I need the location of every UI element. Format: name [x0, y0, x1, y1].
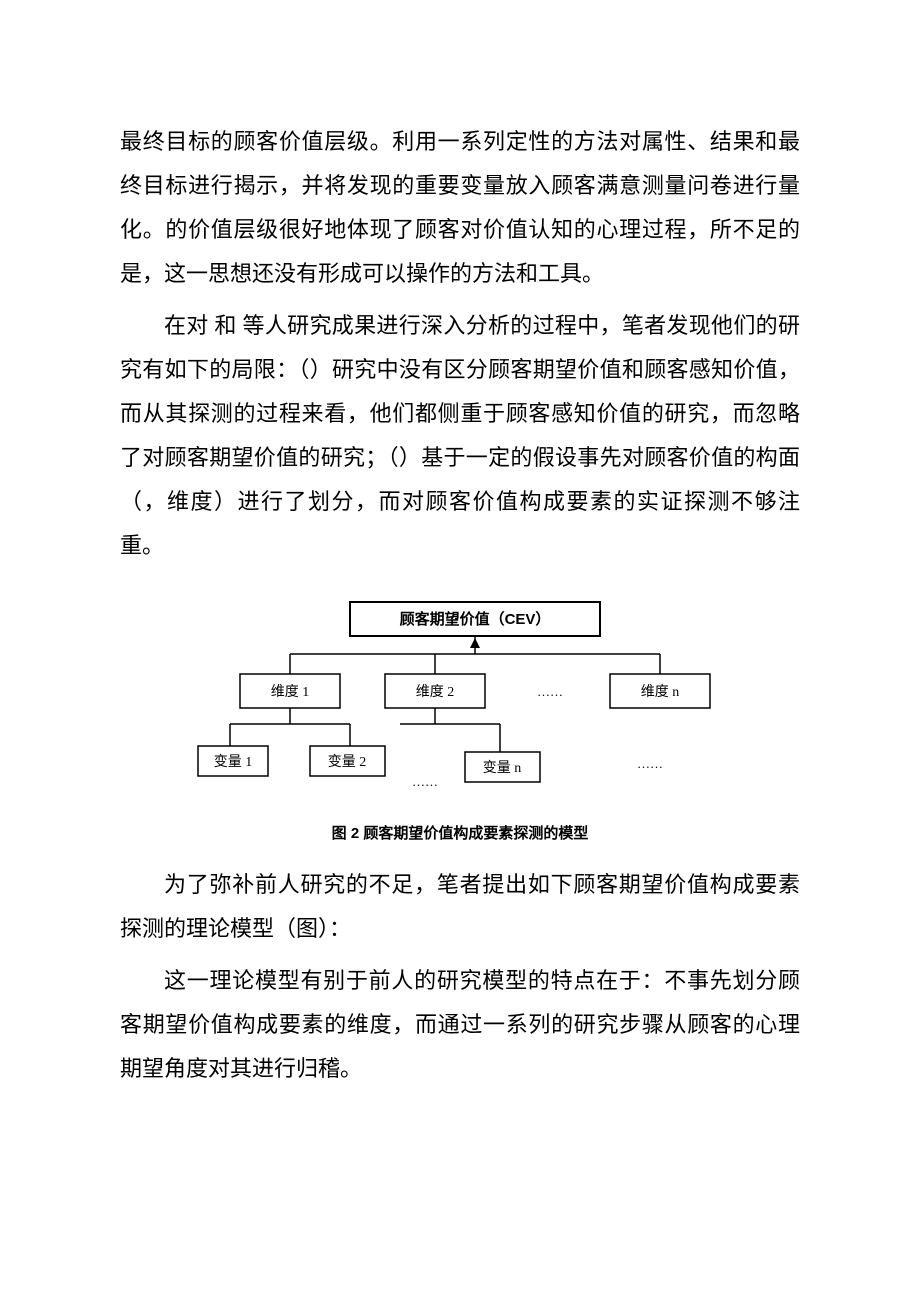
node-dim-n-label: 维度 n	[641, 684, 680, 700]
paragraph-4: 这一理论模型有别于前人的研究模型的特点在于：不事先划分顾客期望价值构成要素的维度…	[120, 959, 800, 1091]
arrowhead-title	[470, 638, 480, 648]
cev-diagram: 顾客期望价值（CEV） 维度 1 维度 2 …… 维度 n	[180, 596, 740, 816]
paragraph-3: 为了弥补前人研究的不足，笔者提出如下顾客期望价值构成要素探测的理论模型（图）：	[120, 863, 800, 951]
node-dim-1-label: 维度 1	[271, 684, 310, 700]
dims-ellipsis: ……	[537, 684, 563, 699]
node-dim-2-label: 维度 2	[416, 684, 455, 700]
vars-ellipsis-1: ……	[412, 774, 438, 789]
diagram-wrap: 顾客期望价值（CEV） 维度 1 维度 2 …… 维度 n	[180, 596, 740, 843]
paragraph-1: 最终目标的顾客价值层级。利用一系列定性的方法对属性、结果和最终目标进行揭示，并将…	[120, 120, 800, 296]
node-var-2-label: 变量 2	[328, 754, 367, 770]
page: 最终目标的顾客价值层级。利用一系列定性的方法对属性、结果和最终目标进行揭示，并将…	[0, 0, 920, 1159]
paragraph-2: 在对 和 等人研究成果进行深入分析的过程中，笔者发现他们的研究有如下的局限：（）…	[120, 304, 800, 568]
node-title-label: 顾客期望价值（CEV）	[400, 610, 551, 628]
diagram-caption: 图 2 顾客期望价值构成要素探测的模型	[180, 822, 740, 843]
vars-ellipsis-2: ……	[637, 756, 663, 771]
node-var-n-label: 变量 n	[483, 760, 522, 776]
node-var-1-label: 变量 1	[214, 754, 253, 770]
